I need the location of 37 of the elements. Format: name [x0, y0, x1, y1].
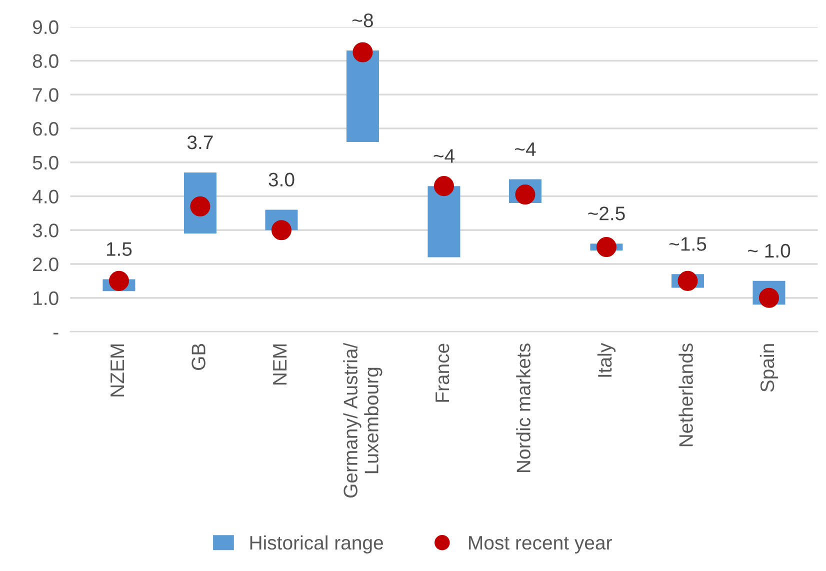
x-tick-label: France [436, 344, 450, 402]
y-tick-label: 3.0 [32, 224, 58, 238]
point [352, 42, 373, 62]
y-tick-label: 5.0 [32, 156, 58, 170]
data-label: ~2.5 [588, 206, 625, 220]
data-label: ~4 [515, 142, 536, 156]
legend-label: Historical range [250, 535, 383, 554]
data-label: 3.7 [187, 135, 213, 150]
data-label: ~1.5 [669, 237, 706, 251]
point [596, 237, 616, 258]
y-tick-label: 8.0 [32, 54, 58, 68]
x-tick-label: Spain [760, 344, 778, 392]
y-tick-label: 1.0 [34, 291, 58, 306]
point [108, 270, 129, 291]
y-tick-label: - [53, 332, 58, 334]
y-tick-label: 6.0 [33, 122, 58, 136]
data-label: ~4 [434, 149, 454, 163]
bar [346, 50, 379, 142]
x-tick-label: Netherlands [678, 344, 693, 446]
point [434, 176, 454, 196]
point [678, 270, 698, 291]
legend-label: Most recent year [469, 536, 612, 554]
y-tick-label: 9.0 [32, 20, 58, 34]
y-tick-label: 2.0 [33, 257, 58, 272]
x-tick-label: NEM [273, 344, 286, 384]
x-tick-label: Germany/ Austria/ Luxembourg [343, 342, 382, 498]
bar [428, 186, 460, 258]
x-tick-label: Nordic markets [516, 344, 530, 472]
data-label: 3.0 [268, 172, 294, 186]
y-tick-label: 7.0 [33, 88, 58, 102]
x-tick-label: Italy [597, 342, 616, 377]
x-tick-label: GB [192, 344, 206, 370]
data-label: 1.5 [106, 242, 132, 256]
data-label: ~8 [352, 13, 373, 28]
x-tick-label: NZEM [110, 344, 124, 396]
data-label: ~ 1.0 [748, 244, 790, 258]
y-tick-label: 4.0 [32, 190, 58, 204]
